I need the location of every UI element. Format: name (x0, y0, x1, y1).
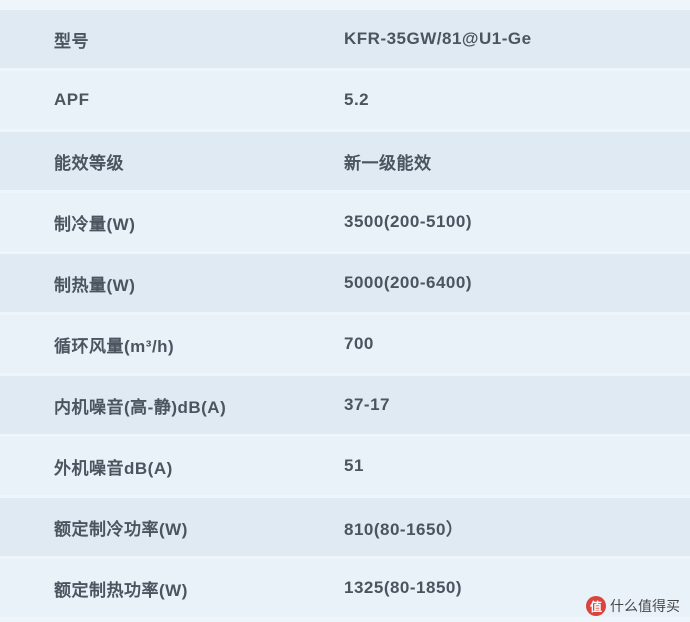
spec-table: 型号 KFR-35GW/81@U1-Ge APF 5.2 能效等级 新一级能效 … (0, 0, 690, 617)
watermark-logo-icon: 值 (586, 596, 606, 616)
spec-label: 循环风量(m³/h) (54, 332, 344, 357)
table-row: 能效等级 新一级能效 (0, 132, 690, 190)
spec-label: 制冷量(W) (54, 210, 344, 235)
spec-value: 新一级能效 (344, 149, 636, 174)
table-row: 额定制冷功率(W) 810(80-1650） (0, 498, 690, 556)
spec-label: 型号 (54, 27, 344, 52)
spec-value: 700 (344, 334, 636, 354)
spec-label: 制热量(W) (54, 271, 344, 296)
watermark: 值 什么值得买 (586, 596, 680, 616)
table-row: 内机噪音(高-静)dB(A) 37-17 (0, 376, 690, 434)
spec-value: 51 (344, 456, 636, 476)
table-row: APF 5.2 (0, 71, 690, 129)
spec-value: 810(80-1650） (344, 515, 636, 540)
spec-value: 5.2 (344, 90, 636, 110)
spec-label: 外机噪音dB(A) (54, 454, 344, 479)
spec-label: 额定制热功率(W) (54, 576, 344, 601)
spec-value: 3500(200-5100) (344, 212, 636, 232)
table-row: 制热量(W) 5000(200-6400) (0, 254, 690, 312)
spec-value: 5000(200-6400) (344, 273, 636, 293)
table-row: 型号 KFR-35GW/81@U1-Ge (0, 10, 690, 68)
spec-label: APF (54, 90, 344, 110)
spec-label: 额定制冷功率(W) (54, 515, 344, 540)
spec-label: 能效等级 (54, 149, 344, 174)
spec-label: 内机噪音(高-静)dB(A) (54, 393, 344, 418)
watermark-text: 什么值得买 (610, 596, 680, 616)
spec-value: 37-17 (344, 395, 636, 415)
table-row: 外机噪音dB(A) 51 (0, 437, 690, 495)
spec-value: 1325(80-1850) (344, 578, 636, 598)
spec-value: KFR-35GW/81@U1-Ge (344, 29, 636, 49)
table-row: 制冷量(W) 3500(200-5100) (0, 193, 690, 251)
table-row: 循环风量(m³/h) 700 (0, 315, 690, 373)
